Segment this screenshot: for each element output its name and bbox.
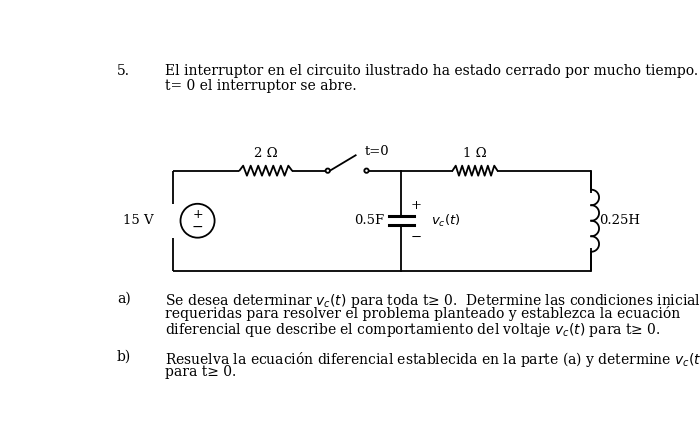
Text: 0.25H: 0.25H [599, 214, 640, 227]
Circle shape [364, 169, 369, 173]
Text: 5.: 5. [117, 64, 130, 78]
Text: requeridas para resolver el problema planteado y establezca la ecuación: requeridas para resolver el problema pla… [165, 306, 680, 321]
Circle shape [326, 169, 330, 173]
Text: 15 V: 15 V [122, 214, 153, 227]
Text: Resuelva la ecuación diferencial establecida en la parte (a) y determine $v_c(t): Resuelva la ecuación diferencial estable… [165, 350, 700, 369]
Text: +: + [193, 208, 203, 221]
Text: para t≥ 0.: para t≥ 0. [165, 365, 237, 379]
Text: t= 0 el interruptor se abre.: t= 0 el interruptor se abre. [165, 79, 356, 93]
Text: $v_c(t)$: $v_c(t)$ [431, 213, 461, 229]
Text: diferencial que describe el comportamiento del voltaje $v_c(t)$ para t≥ 0.: diferencial que describe el comportamien… [165, 321, 661, 339]
Text: Se desea determinar $v_c(t)$ para toda t≥ 0.  Determine las condiciones iniciale: Se desea determinar $v_c(t)$ para toda t… [165, 291, 700, 310]
Text: −: − [192, 219, 204, 234]
Text: +: + [411, 199, 421, 212]
Text: 1 Ω: 1 Ω [463, 147, 486, 160]
Text: t=0: t=0 [365, 144, 390, 158]
Text: 0.5F: 0.5F [354, 214, 384, 227]
Text: 2 Ω: 2 Ω [254, 147, 278, 160]
Text: El interruptor en el circuito ilustrado ha estado cerrado por mucho tiempo.  En: El interruptor en el circuito ilustrado … [165, 64, 700, 78]
Text: −: − [411, 231, 422, 244]
Text: b): b) [117, 350, 131, 364]
Text: a): a) [117, 291, 131, 306]
